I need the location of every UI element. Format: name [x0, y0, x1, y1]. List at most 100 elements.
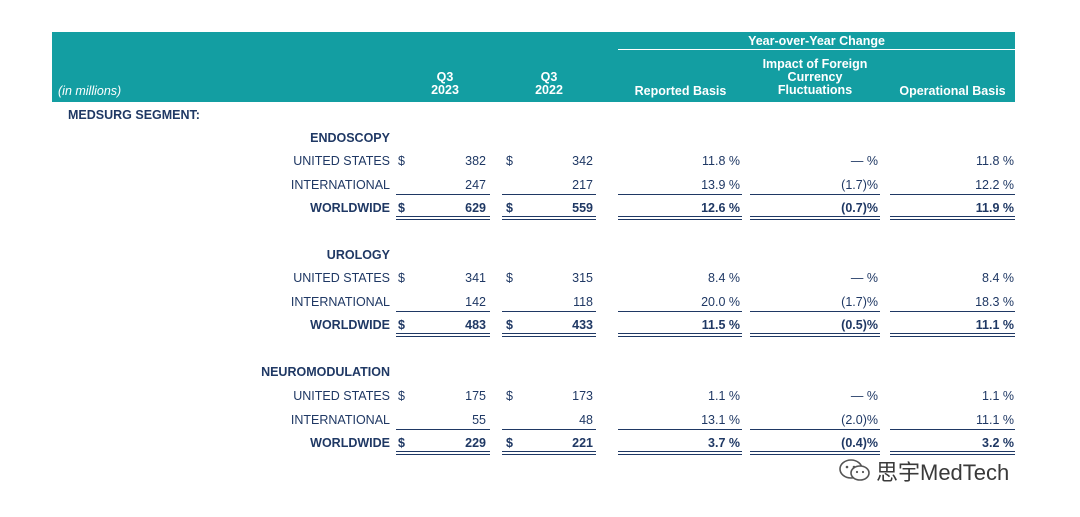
cell-impact: (1.7)%	[841, 295, 878, 309]
subtotal-rule	[618, 429, 742, 430]
group-title: UROLOGY	[326, 248, 390, 262]
total-double-rule	[750, 216, 880, 220]
cell-operational: 11.1 %	[975, 318, 1014, 332]
total-double-rule	[396, 451, 490, 455]
subtotal-rule	[890, 429, 1015, 430]
total-double-rule	[750, 451, 880, 455]
cell-operational: 11.9 %	[975, 201, 1014, 215]
yoy-title: Year-over-Year Change	[748, 34, 885, 48]
cell-q3-2022: 221	[572, 436, 593, 450]
col-header-q3-2023-line1: Q3	[436, 70, 454, 84]
row-label-intl: INTERNATIONAL	[290, 413, 390, 427]
cell-operational: 3.2 %	[982, 436, 1014, 450]
subtotal-rule	[396, 311, 490, 312]
cell-operational: 1.1 %	[982, 389, 1014, 403]
cell-impact: (0.5)%	[841, 318, 878, 332]
dollar-sign: $	[398, 436, 405, 450]
segment-title: MEDSURG SEGMENT:	[68, 108, 200, 122]
total-double-rule	[502, 216, 596, 220]
row-label-us: UNITED STATES	[293, 271, 390, 285]
cell-impact: (0.7)%	[841, 201, 878, 215]
cell-impact: — %	[850, 271, 878, 285]
total-double-rule	[396, 216, 490, 220]
subtotal-rule	[502, 311, 596, 312]
subtotal-rule	[750, 194, 880, 195]
dollar-sign: $	[398, 271, 405, 285]
cell-operational: 18.3 %	[975, 295, 1014, 309]
total-double-rule	[396, 333, 490, 337]
cell-reported: 3.7 %	[708, 436, 740, 450]
group-title: NEUROMODULATION	[261, 365, 390, 379]
col-header-impact: Impact of Foreign Currency Fluctuations	[750, 58, 880, 97]
col-header-q3-2022: Q3 2022	[509, 71, 589, 97]
cell-q3-2023: 483	[465, 318, 486, 332]
header-bottom-rule	[52, 100, 1015, 102]
cell-operational: 8.4 %	[982, 271, 1014, 285]
dollar-sign: $	[398, 154, 405, 168]
cell-q3-2023: 175	[465, 389, 486, 403]
dollar-sign: $	[506, 201, 513, 215]
total-double-rule	[618, 451, 742, 455]
col-header-impact-line1: Impact of Foreign	[762, 57, 868, 71]
watermark-text: 思宇MedTech	[876, 460, 1010, 485]
subtotal-rule	[750, 429, 880, 430]
dollar-sign: $	[506, 318, 513, 332]
row-label-ww: WORLDWIDE	[310, 201, 390, 215]
row-label-us: UNITED STATES	[293, 389, 390, 403]
cell-q3-2022: 342	[572, 154, 593, 168]
cell-impact: (2.0)%	[841, 413, 878, 427]
col-header-impact-line2: Currency	[787, 70, 843, 84]
cell-q3-2023: 55	[472, 413, 486, 427]
cell-reported: 11.8 %	[702, 154, 740, 168]
subtotal-rule	[502, 429, 596, 430]
col-header-operational: Operational Basis	[899, 84, 1006, 98]
cell-q3-2023: 382	[465, 154, 486, 168]
subtotal-rule	[396, 429, 490, 430]
cell-impact: (0.4)%	[841, 436, 878, 450]
row-label-ww: WORLDWIDE	[310, 436, 390, 450]
col-header-q3-2022-line1: Q3	[540, 70, 558, 84]
dollar-sign: $	[506, 436, 513, 450]
subtotal-rule	[750, 311, 880, 312]
col-header-q3-2022-line2: 2022	[535, 83, 563, 97]
cell-q3-2023: 629	[465, 201, 486, 215]
cell-q3-2022: 217	[572, 178, 593, 192]
cell-q3-2022: 315	[572, 271, 593, 285]
total-double-rule	[502, 333, 596, 337]
subtotal-rule	[890, 194, 1015, 195]
total-double-rule	[890, 451, 1015, 455]
col-header-q3-2023: Q3 2023	[405, 71, 485, 97]
cell-q3-2023: 229	[465, 436, 486, 450]
cell-q3-2022: 48	[579, 413, 593, 427]
total-double-rule	[618, 216, 742, 220]
cell-operational: 12.2 %	[975, 178, 1014, 192]
cell-reported: 20.0 %	[701, 295, 740, 309]
subtotal-rule	[890, 311, 1015, 312]
cell-q3-2022: 173	[572, 389, 593, 403]
table-header	[52, 32, 1015, 100]
subtotal-rule	[396, 194, 490, 195]
cell-operational: 11.8 %	[976, 154, 1014, 168]
cell-reported: 13.9 %	[701, 178, 740, 192]
total-double-rule	[750, 333, 880, 337]
total-double-rule	[502, 451, 596, 455]
wechat-icon	[839, 459, 870, 481]
cell-q3-2022: 433	[572, 318, 593, 332]
cell-reported: 8.4 %	[708, 271, 740, 285]
row-label-us: UNITED STATES	[293, 154, 390, 168]
subtotal-rule	[618, 311, 742, 312]
col-header-reported: Reported Basis	[634, 84, 727, 98]
yoy-divider	[618, 49, 1015, 50]
cell-q3-2023: 341	[465, 271, 486, 285]
subtotal-rule	[618, 194, 742, 195]
col-header-q3-2023-line2: 2023	[431, 83, 459, 97]
cell-reported: 11.5 %	[701, 318, 740, 332]
subtotal-rule	[502, 194, 596, 195]
cell-q3-2023: 247	[465, 178, 486, 192]
cell-reported: 13.1 %	[701, 413, 740, 427]
cell-reported: 12.6 %	[701, 201, 740, 215]
row-label-intl: INTERNATIONAL	[290, 178, 390, 192]
cell-impact: (1.7)%	[841, 178, 878, 192]
cell-q3-2022: 559	[572, 201, 593, 215]
dollar-sign: $	[398, 389, 405, 403]
